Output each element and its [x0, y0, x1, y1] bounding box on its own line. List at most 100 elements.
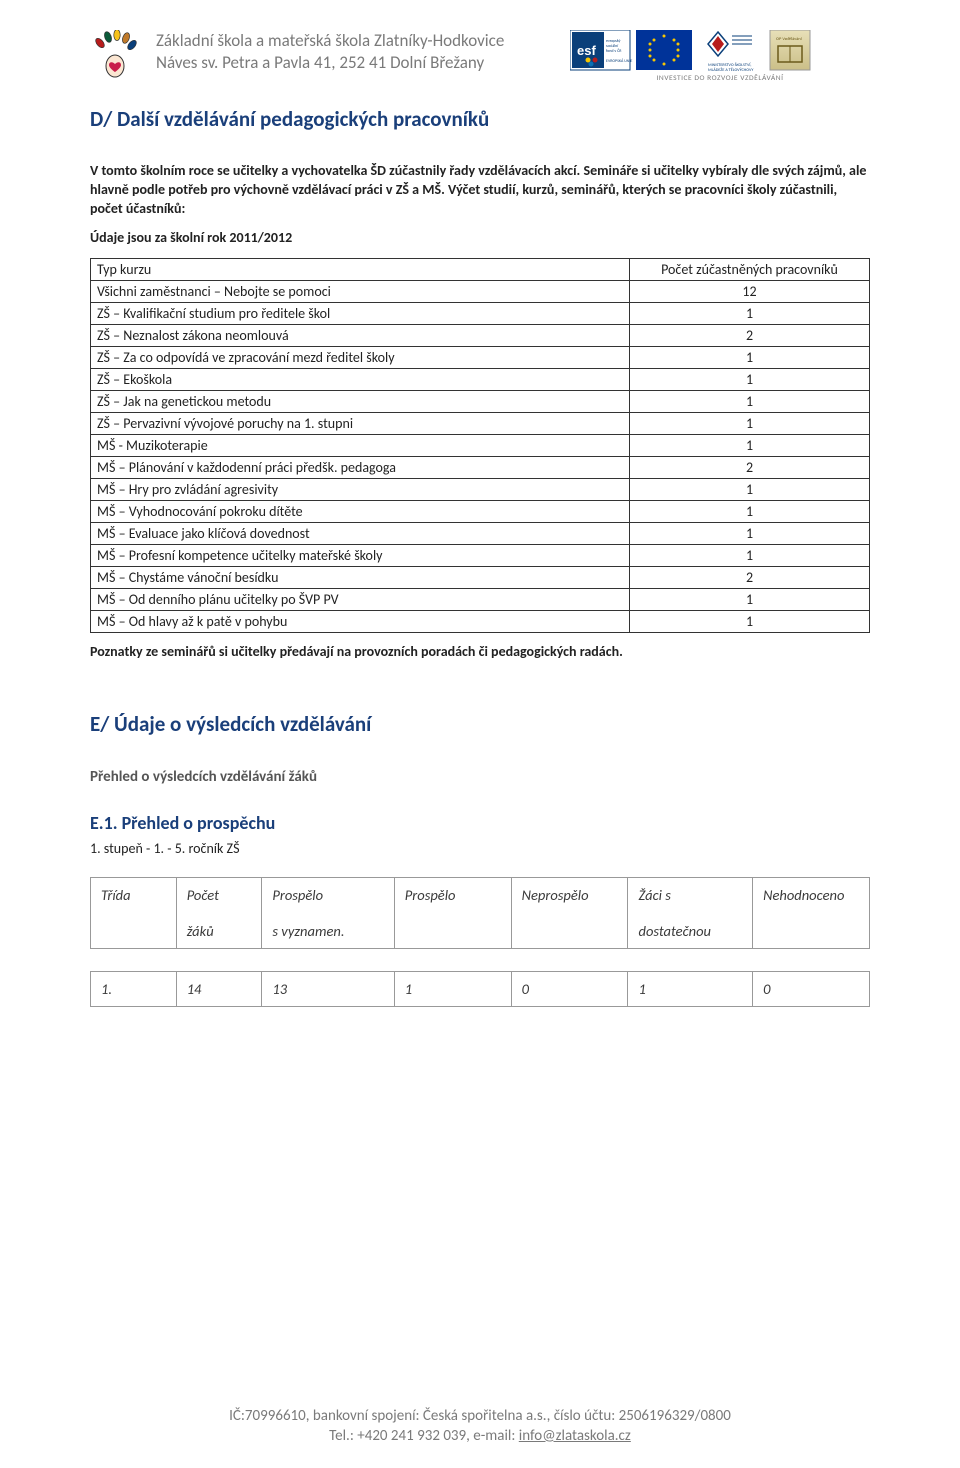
table-row: ZŠ – Ekoškola1 — [91, 368, 870, 390]
grade-c1: 1. — [91, 971, 177, 1006]
course-name-cell: MŠ – Evaluace jako klíčová dovednost — [91, 522, 630, 544]
table-row: MŠ - Muzikoterapie1 — [91, 434, 870, 456]
grade-h-c2a: Počet — [187, 886, 219, 904]
table-header-row: Typ kurzu Počet zúčastněných pracovníků — [91, 258, 870, 280]
grade-h-c1a: Třída — [101, 886, 131, 904]
header-school-name: Základní škola a mateřská škola Zlatníky… — [156, 30, 554, 52]
course-name-cell: MŠ - Muzikoterapie — [91, 434, 630, 456]
svg-text:esf: esf — [577, 43, 596, 58]
grade-h-c3a: Prospělo — [272, 886, 323, 904]
table-row: ZŠ – Neznalost zákona neomlouvá2 — [91, 324, 870, 346]
course-count-cell: 1 — [630, 346, 870, 368]
course-name-cell: MŠ – Od denního plánu učitelky po ŠVP PV — [91, 588, 630, 610]
course-count-cell: 1 — [630, 412, 870, 434]
table-row: MŠ – Profesní kompetence učitelky mateřs… — [91, 544, 870, 566]
grade-gap — [90, 949, 870, 971]
table-row: MŠ – Od hlavy až k patě v pohybu1 — [91, 610, 870, 632]
table-row: ZŠ – Za co odpovídá ve zpracování mezd ř… — [91, 346, 870, 368]
course-count-cell: 2 — [630, 456, 870, 478]
course-count-cell: 1 — [630, 390, 870, 412]
grade-c2: 14 — [176, 971, 262, 1006]
svg-text:EVROPSKÁ UNIE: EVROPSKÁ UNIE — [606, 58, 632, 64]
grade-data-table: 1. 14 13 1 0 1 0 — [90, 971, 870, 1007]
table-row: ZŠ – Jak na genetickou metodu1 — [91, 390, 870, 412]
table-row: Všichni zaměstnanci – Nebojte se pomoci1… — [91, 280, 870, 302]
courses-table: Typ kurzu Počet zúčastněných pracovníků … — [90, 258, 870, 633]
table-row: ZŠ – Pervazivní vývojové poruchy na 1. s… — [91, 412, 870, 434]
course-count-cell: 1 — [630, 588, 870, 610]
section-e-title: E/ Údaje o výsledcích vzdělávání — [90, 711, 870, 737]
grade-header-row: Třída Počet žáků Prospělo s vyznamen. Pros… — [91, 877, 870, 948]
header-text: Základní škola a mateřská škola Zlatníky… — [156, 30, 554, 74]
course-count-cell: 2 — [630, 324, 870, 346]
table-row: MŠ – Evaluace jako klíčová dovednost1 — [91, 522, 870, 544]
table-row: MŠ – Plánování v každodenní práci předšk… — [91, 456, 870, 478]
course-count-cell: 1 — [630, 434, 870, 456]
grade-c4: 1 — [394, 971, 511, 1006]
course-name-cell: MŠ – Hry pro zvládání agresivity — [91, 478, 630, 500]
footer-line2: Tel.: +420 241 932 039, e-mail: info@zla… — [0, 1426, 960, 1446]
grade-h-c6b: dostatečnou — [638, 922, 711, 940]
page-footer: IČ:70996610, bankovní spojení: Česká spo… — [0, 1406, 960, 1447]
course-name-cell: Všichni zaměstnanci – Nebojte se pomoci — [91, 280, 630, 302]
course-name-cell: ZŠ – Jak na genetickou metodu — [91, 390, 630, 412]
svg-text:OP Vzdělávání: OP Vzdělávání — [776, 37, 803, 42]
grade-h-c2b: žáků — [187, 922, 214, 940]
course-count-cell: 1 — [630, 610, 870, 632]
course-count-cell: 1 — [630, 368, 870, 390]
section-d-intro2: Údaje jsou za školní rok 2011/2012 — [90, 229, 870, 248]
col-type-header: Typ kurzu — [91, 258, 630, 280]
course-name-cell: MŠ – Plánování v každodenní práci předšk… — [91, 456, 630, 478]
footer-email-link[interactable]: info@zlataskola.cz — [519, 1427, 631, 1445]
section-d-paragraph: V tomto školním roce se učitelky a vycho… — [90, 162, 870, 219]
footer-line1: IČ:70996610, bankovní spojení: Česká spo… — [0, 1406, 960, 1426]
course-count-cell: 1 — [630, 302, 870, 324]
table-row: MŠ – Od denního plánu učitelky po ŠVP PV… — [91, 588, 870, 610]
footer-tel: Tel.: +420 241 932 039, e-mail: — [329, 1427, 519, 1445]
course-count-cell: 2 — [630, 566, 870, 588]
svg-text:MLÁDEŽE A TĚLOVÝCHOVY: MLÁDEŽE A TĚLOVÝCHOVY — [708, 67, 754, 73]
course-count-cell: 1 — [630, 544, 870, 566]
col-count-header: Počet zúčastněných pracovníků — [630, 258, 870, 280]
grade-h-c5a: Neprospělo — [522, 886, 589, 904]
svg-text:fond v ČR: fond v ČR — [606, 48, 622, 54]
course-count-cell: 1 — [630, 478, 870, 500]
grade-c5: 0 — [511, 971, 628, 1006]
eu-funding-logos: esf evropský sociální fond v ČR EVROPSKÁ… — [570, 30, 870, 82]
grade-h-c6a: Žáci s — [638, 886, 670, 904]
section-d-outro: Poznatky ze seminářů si učitelky předáva… — [90, 643, 870, 662]
table-row: MŠ – Chystáme vánoční besídku2 — [91, 566, 870, 588]
course-name-cell: ZŠ – Neznalost zákona neomlouvá — [91, 324, 630, 346]
table-row: ZŠ – Kvalifikační studium pro ředitele š… — [91, 302, 870, 324]
course-name-cell: ZŠ – Za co odpovídá ve zpracování mezd ř… — [91, 346, 630, 368]
section-d-title: D/ Další vzdělávání pedagogických pracov… — [90, 106, 870, 132]
course-name-cell: ZŠ – Ekoškola — [91, 368, 630, 390]
grade-header-table: Třída Počet žáků Prospělo s vyznamen. Pros… — [90, 877, 870, 949]
course-name-cell: MŠ – Vyhodnocování pokroku dítěte — [91, 500, 630, 522]
course-count-cell: 1 — [630, 522, 870, 544]
svg-text:INVESTICE DO ROZVOJE VZDĚLÁVÁN: INVESTICE DO ROZVOJE VZDĚLÁVÁNÍ — [657, 73, 785, 82]
grade-c3: 13 — [262, 971, 394, 1006]
school-logo — [90, 30, 140, 80]
course-count-cell: 12 — [630, 280, 870, 302]
grade-data-row: 1. 14 13 1 0 1 0 — [91, 971, 870, 1006]
course-name-cell: MŠ – Profesní kompetence učitelky mateřs… — [91, 544, 630, 566]
document-page: Základní škola a mateřská škola Zlatníky… — [0, 0, 960, 1468]
course-count-cell: 1 — [630, 500, 870, 522]
page-header: Základní škola a mateřská škola Zlatníky… — [90, 30, 870, 82]
course-name-cell: MŠ – Od hlavy až k patě v pohybu — [91, 610, 630, 632]
table-row: MŠ – Hry pro zvládání agresivity1 — [91, 478, 870, 500]
course-name-cell: MŠ – Chystáme vánoční besídku — [91, 566, 630, 588]
grade-h-c4a: Prospělo — [405, 886, 456, 904]
grade-h-c3b: s vyznamen. — [272, 922, 344, 940]
grade-h-c7a: Nehodnoceno — [763, 886, 844, 904]
section-e-overview: Přehled o výsledcích vzdělávání žáků — [90, 767, 870, 787]
section-e1-title: E.1. Přehled o prospěchu — [90, 812, 870, 834]
course-name-cell: ZŠ – Pervazivní vývojové poruchy na 1. s… — [91, 412, 630, 434]
section-e1-caption: 1. stupeň - 1. - 5. ročník ZŠ — [90, 840, 870, 859]
grade-c7: 0 — [753, 971, 870, 1006]
grade-c6: 1 — [628, 971, 753, 1006]
course-name-cell: ZŠ – Kvalifikační studium pro ředitele š… — [91, 302, 630, 324]
table-row: MŠ – Vyhodnocování pokroku dítěte1 — [91, 500, 870, 522]
header-address: Náves sv. Petra a Pavla 41, 252 41 Dolní… — [156, 52, 554, 74]
